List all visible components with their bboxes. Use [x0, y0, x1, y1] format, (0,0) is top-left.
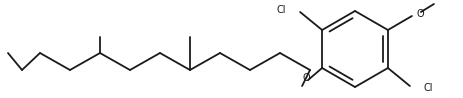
Text: Cl: Cl [423, 83, 432, 93]
Text: O: O [301, 73, 309, 83]
Text: O: O [416, 9, 424, 19]
Text: Cl: Cl [276, 5, 286, 15]
